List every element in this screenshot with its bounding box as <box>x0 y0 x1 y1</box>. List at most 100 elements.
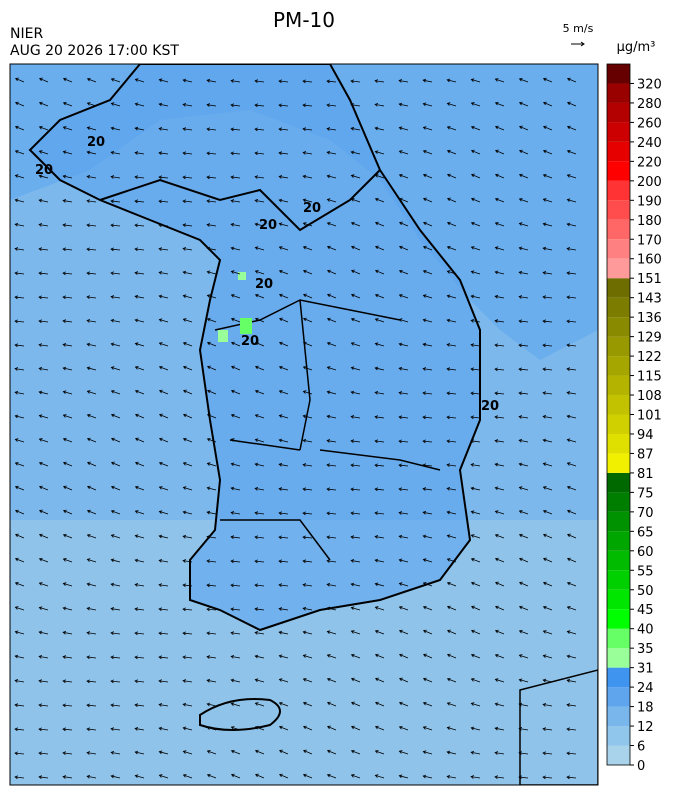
wind-shaft <box>495 150 505 155</box>
wind-shaft <box>159 486 169 491</box>
wind-arrow <box>518 462 529 467</box>
wind-arrow <box>278 317 289 323</box>
wind-shaft <box>519 679 529 683</box>
wind-head <box>446 245 451 250</box>
wind-arrow <box>374 677 385 683</box>
wind-arrow <box>566 247 577 251</box>
wind-head <box>206 270 211 275</box>
wind-arrow <box>518 751 529 756</box>
wind-arrow <box>446 318 457 323</box>
wind-arrow <box>110 126 121 131</box>
wind-arrow <box>374 749 385 755</box>
wind-arrow <box>182 294 193 299</box>
wind-arrow <box>158 726 169 731</box>
wind-head <box>398 79 403 83</box>
wind-arrow <box>158 679 169 684</box>
wind-arrow <box>158 655 169 660</box>
wind-head <box>62 655 67 659</box>
wind-arrow <box>230 654 241 659</box>
wind-head <box>470 463 475 467</box>
wind-shaft <box>207 318 217 323</box>
wind-shaft <box>231 656 241 659</box>
wind-arrow <box>254 198 265 203</box>
wind-head <box>446 677 451 682</box>
wind-head <box>254 654 259 659</box>
wind-head <box>278 630 283 635</box>
wind-shaft <box>111 414 121 419</box>
wind-arrow <box>278 701 289 707</box>
wind-shaft <box>375 488 385 491</box>
wind-shaft <box>39 391 49 395</box>
wind-head <box>422 582 427 586</box>
wind-arrow <box>134 583 145 587</box>
wind-head <box>206 607 210 612</box>
wind-arrow <box>374 725 385 731</box>
wind-head <box>398 342 403 347</box>
wind-arrow <box>422 318 433 323</box>
wind-arrow <box>542 295 553 300</box>
wind-arrow <box>62 101 73 107</box>
wind-arrow <box>566 630 577 635</box>
wind-shaft <box>39 486 49 491</box>
wind-head <box>158 655 162 660</box>
wind-arrow <box>230 270 241 275</box>
wind-shaft <box>327 583 337 587</box>
wind-arrow <box>182 389 193 395</box>
wind-arrow <box>326 677 337 683</box>
wind-shaft <box>255 152 265 155</box>
wind-arrow <box>302 749 313 755</box>
wind-shaft <box>471 198 481 203</box>
wind-arrow <box>374 269 385 275</box>
wind-shaft <box>135 366 145 371</box>
wind-shaft <box>303 702 313 707</box>
wind-shaft <box>423 630 433 635</box>
wind-head <box>446 270 451 274</box>
wind-shaft <box>567 486 577 491</box>
wind-shaft <box>111 248 121 251</box>
wind-head <box>254 103 258 108</box>
wind-arrow <box>62 679 73 684</box>
wind-shaft <box>159 200 169 203</box>
wind-arrow <box>494 751 505 755</box>
wind-arrow <box>326 654 337 659</box>
wind-arrow <box>518 343 529 348</box>
wind-shaft <box>135 295 145 299</box>
wind-shaft <box>63 534 73 539</box>
wind-shaft <box>567 78 577 83</box>
wind-shaft <box>471 703 481 707</box>
wind-head <box>542 222 547 227</box>
wind-shaft <box>63 344 73 347</box>
wind-shaft <box>207 560 217 563</box>
wind-shaft <box>279 655 289 659</box>
wind-shaft <box>111 78 121 83</box>
wind-arrow <box>110 150 121 155</box>
wind-shaft <box>231 414 241 419</box>
wind-head <box>182 679 187 683</box>
wind-head <box>374 774 379 778</box>
wind-arrow <box>518 775 529 780</box>
wind-head <box>38 366 43 371</box>
wind-head <box>494 222 499 226</box>
wind-arrow <box>350 439 361 443</box>
wind-shaft <box>303 631 313 635</box>
wind-head <box>110 607 115 611</box>
wind-shaft <box>543 655 553 659</box>
wind-arrow <box>494 149 505 155</box>
wind-shaft <box>279 726 289 731</box>
wind-arrow <box>326 390 337 395</box>
wind-shaft <box>183 248 193 251</box>
wind-shaft <box>543 486 553 491</box>
wind-shaft <box>567 582 577 587</box>
colorbar-cell <box>607 628 630 649</box>
wind-arrow <box>278 222 289 227</box>
wind-arrow <box>278 365 289 371</box>
wind-arrow <box>566 343 577 348</box>
wind-head <box>446 221 451 226</box>
wind-head <box>182 199 186 204</box>
wind-shaft <box>39 680 49 683</box>
wind-arrow <box>86 199 97 203</box>
wind-arrow <box>326 174 337 179</box>
wind-arrow <box>110 534 121 539</box>
wind-head <box>14 775 18 780</box>
wind-shaft <box>543 296 553 299</box>
